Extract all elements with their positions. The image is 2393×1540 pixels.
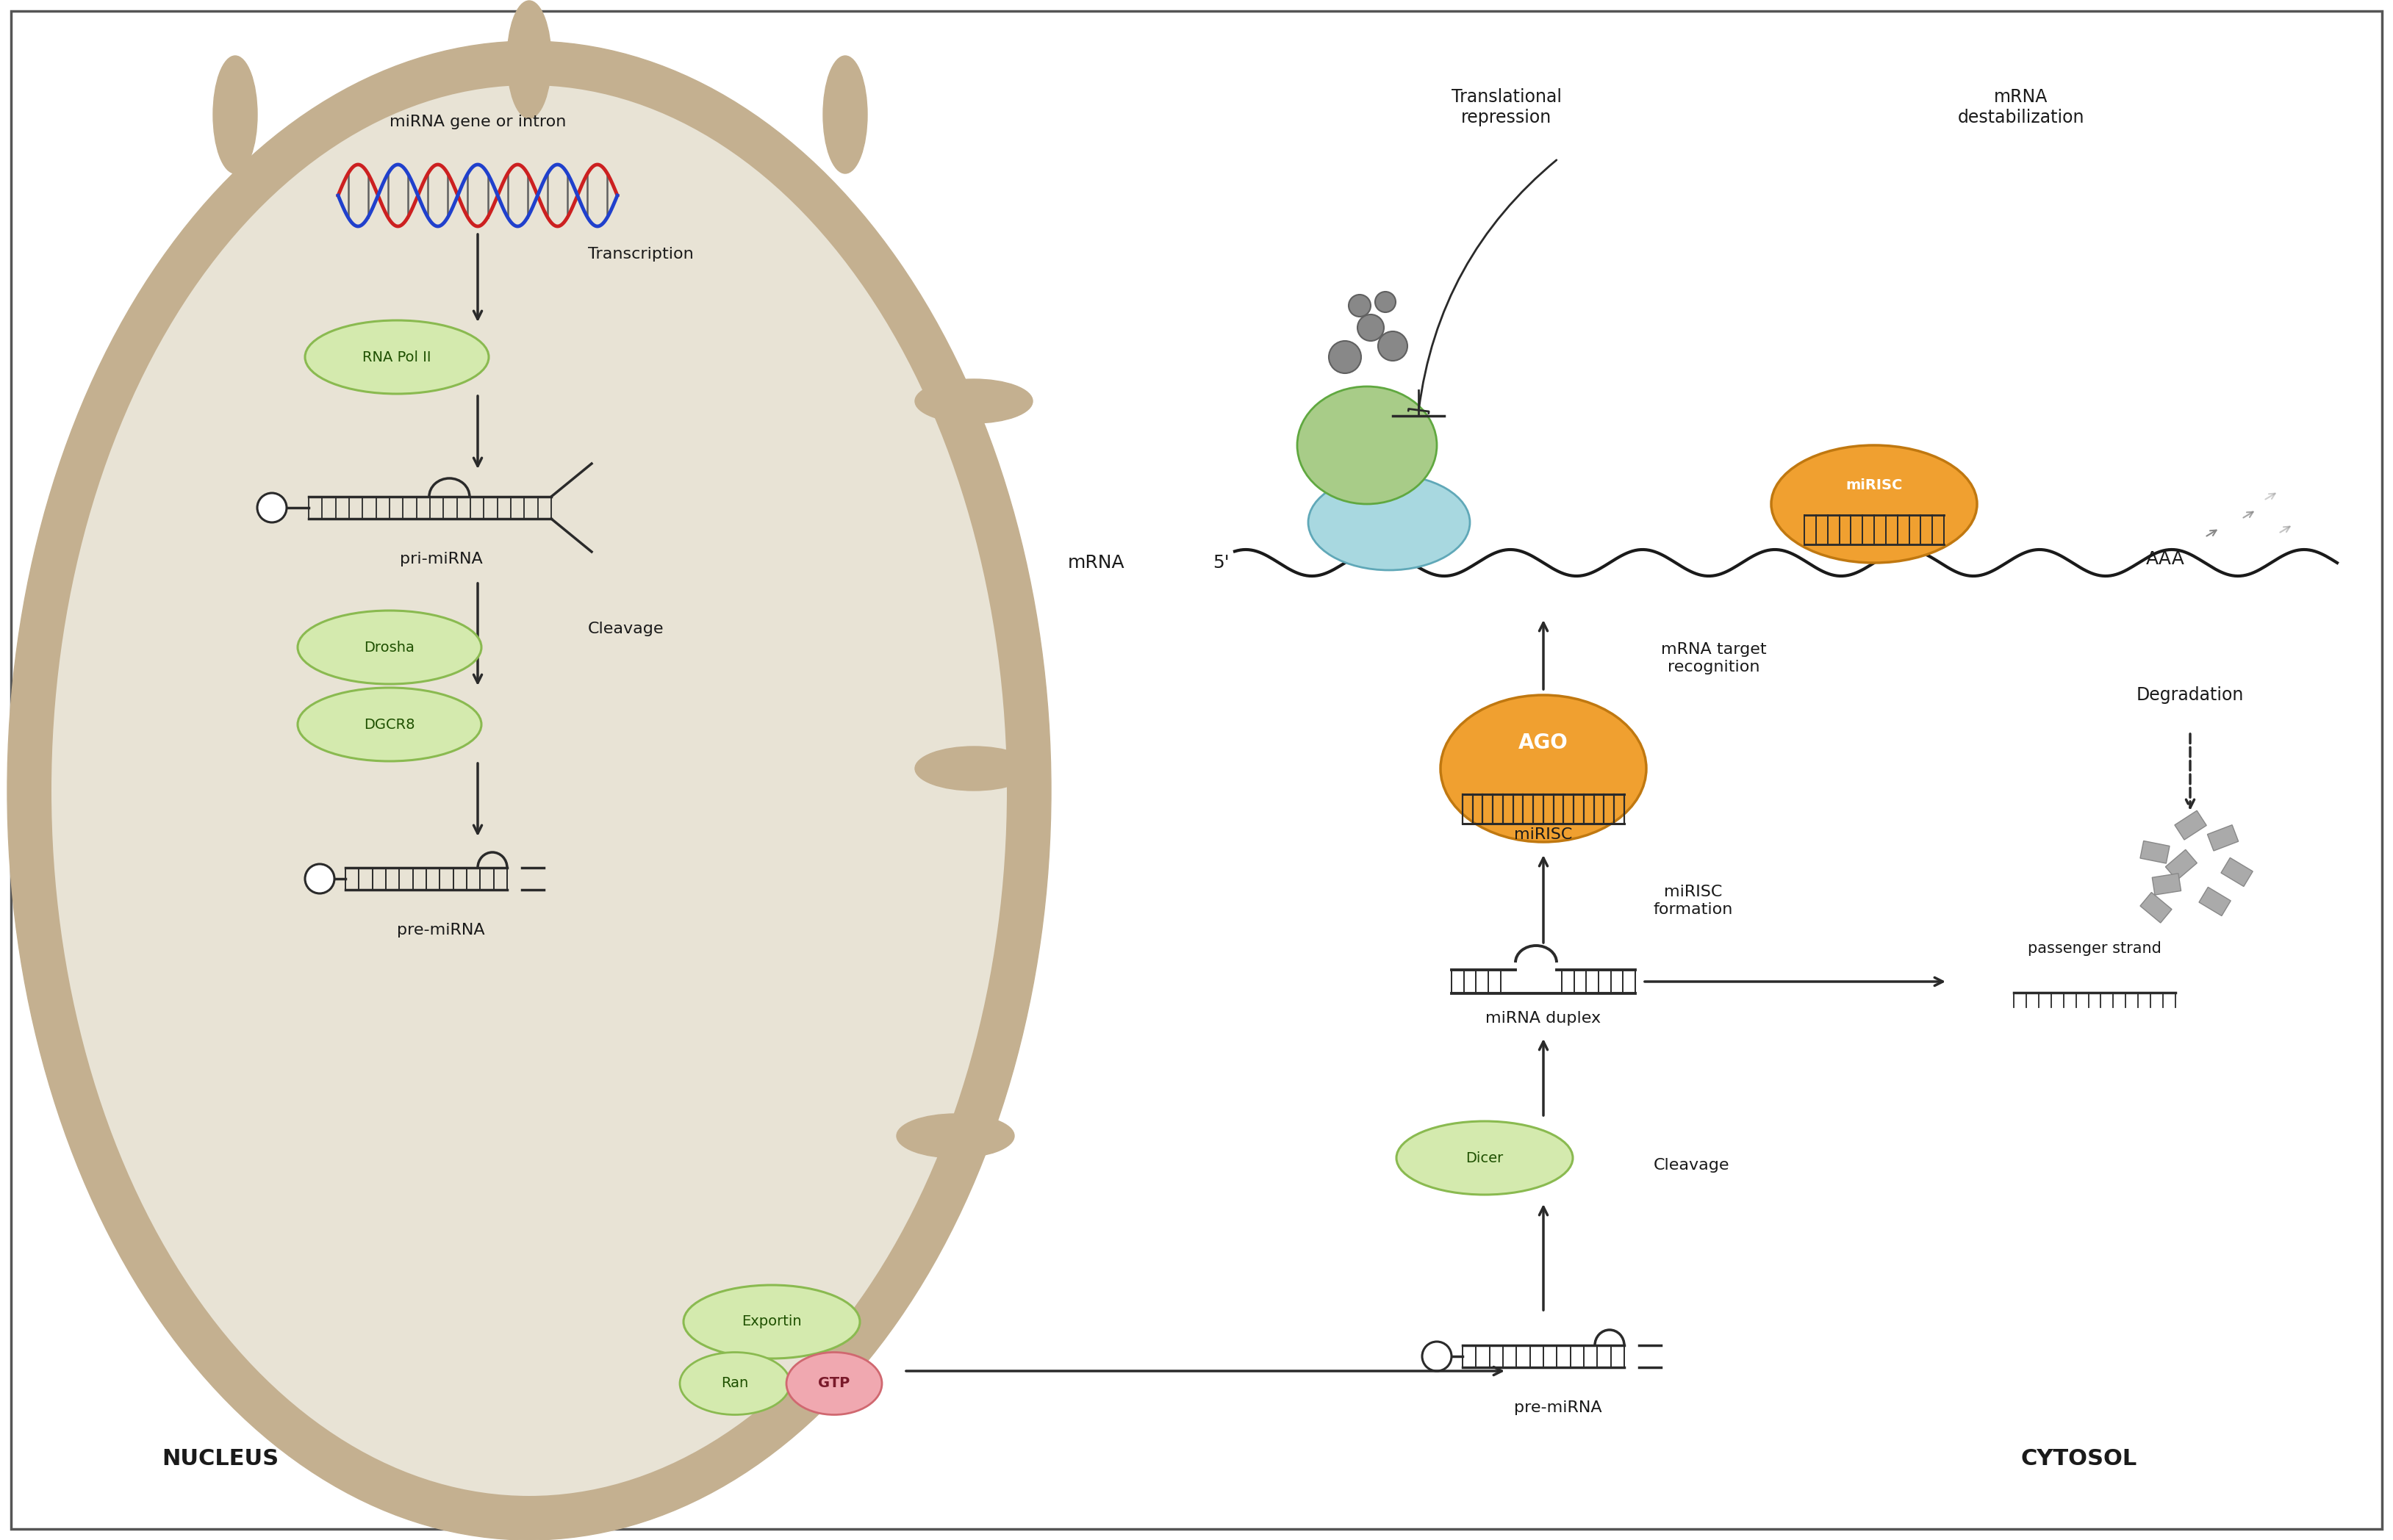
- Ellipse shape: [304, 320, 488, 394]
- Bar: [2139, 892, 2173, 922]
- Text: miRISC
formation: miRISC formation: [1654, 885, 1733, 916]
- Text: pri-miRNA: pri-miRNA: [400, 551, 483, 567]
- Ellipse shape: [823, 55, 866, 174]
- Text: mRNA target
recognition: mRNA target recognition: [1661, 642, 1766, 675]
- Circle shape: [1421, 1341, 1453, 1371]
- Text: miRISC: miRISC: [1515, 827, 1572, 842]
- Ellipse shape: [1441, 695, 1646, 842]
- Ellipse shape: [1398, 1121, 1572, 1195]
- Bar: [2221, 858, 2252, 887]
- Text: NUCLEUS: NUCLEUS: [163, 1449, 278, 1469]
- Text: Drosha: Drosha: [364, 641, 414, 654]
- Text: passenger strand: passenger strand: [2027, 941, 2161, 956]
- Ellipse shape: [897, 1113, 1015, 1158]
- Ellipse shape: [297, 610, 481, 684]
- Ellipse shape: [50, 85, 1007, 1495]
- Ellipse shape: [1309, 474, 1469, 570]
- Ellipse shape: [1771, 445, 1977, 562]
- Ellipse shape: [507, 0, 550, 119]
- Ellipse shape: [787, 1352, 883, 1415]
- Text: miRNA duplex: miRNA duplex: [1486, 1010, 1601, 1026]
- Text: miRISC: miRISC: [1845, 479, 1902, 493]
- Ellipse shape: [1376, 291, 1395, 313]
- Circle shape: [304, 864, 335, 893]
- Text: Cleavage: Cleavage: [1654, 1158, 1730, 1172]
- Bar: [2151, 873, 2180, 895]
- Bar: [2139, 841, 2170, 864]
- Ellipse shape: [1357, 314, 1383, 340]
- Text: mRNA: mRNA: [1067, 554, 1125, 571]
- Ellipse shape: [680, 1352, 790, 1415]
- Ellipse shape: [1297, 387, 1436, 504]
- Text: GTP: GTP: [818, 1377, 850, 1391]
- Text: RNA Pol II: RNA Pol II: [361, 350, 431, 363]
- Text: Exportin: Exportin: [742, 1315, 802, 1329]
- Ellipse shape: [1350, 294, 1371, 317]
- Text: miRNA gene or intron: miRNA gene or intron: [390, 114, 567, 129]
- Circle shape: [256, 493, 287, 522]
- Bar: [2206, 825, 2237, 850]
- Text: Ran: Ran: [720, 1377, 749, 1391]
- Text: Transcription: Transcription: [589, 246, 694, 262]
- Ellipse shape: [914, 747, 1034, 790]
- Ellipse shape: [684, 1284, 859, 1358]
- Ellipse shape: [213, 55, 256, 174]
- Ellipse shape: [1328, 340, 1362, 373]
- Ellipse shape: [1378, 331, 1407, 360]
- Ellipse shape: [914, 379, 1034, 424]
- Text: mRNA
destabilization: mRNA destabilization: [1957, 88, 2084, 126]
- Text: CYTOSOL: CYTOSOL: [2022, 1449, 2137, 1469]
- Text: DGCR8: DGCR8: [364, 718, 414, 732]
- Ellipse shape: [297, 688, 481, 761]
- Text: pre-miRNA: pre-miRNA: [1515, 1400, 1601, 1415]
- Bar: [2175, 810, 2206, 839]
- Text: AAA: AAA: [2147, 550, 2185, 568]
- Bar: [2166, 850, 2197, 881]
- Bar: [2199, 887, 2230, 916]
- Text: Degradation: Degradation: [2137, 687, 2245, 704]
- Ellipse shape: [7, 42, 1051, 1540]
- Text: pre-miRNA: pre-miRNA: [397, 922, 486, 938]
- Text: Cleavage: Cleavage: [589, 622, 663, 636]
- Text: AGO: AGO: [1520, 733, 1567, 753]
- Text: Translational
repression: Translational repression: [1453, 88, 1563, 126]
- Text: Dicer: Dicer: [1467, 1150, 1503, 1164]
- Text: 5': 5': [1213, 554, 1230, 571]
